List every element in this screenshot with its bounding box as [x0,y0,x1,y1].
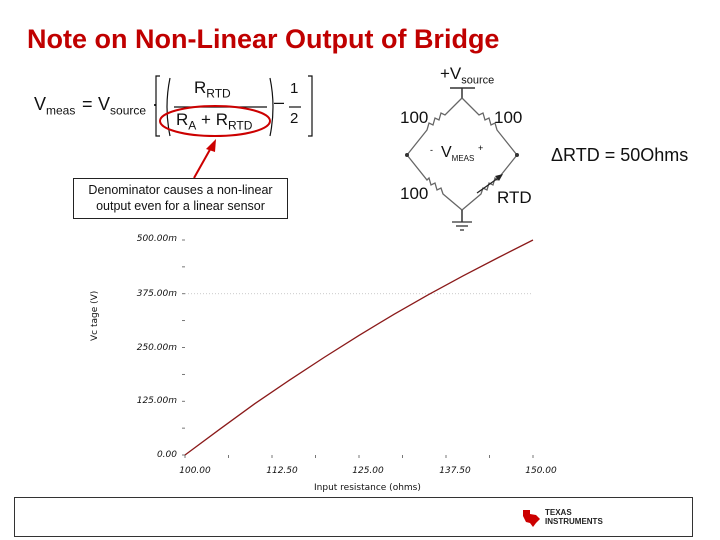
x-tick-label: 125.00 [352,466,384,476]
vmeas-subscript: meas [46,103,76,118]
y-tick-label: 0.00 [156,450,177,460]
bridge-circuit-diagram [405,87,519,231]
numerator-subscript: RTD [206,86,231,101]
numerator-letter: R [194,78,207,97]
supply-label-subscript: source [461,74,495,87]
resistor-top-left-label: 100 [400,108,429,127]
chart-plot-area [182,239,534,458]
callout-line-2: output even for a linear sensor [96,199,265,213]
supply-label-prefix: +V [440,64,462,83]
delta-rtd-label: ΔRTD = 50Ohms [551,145,689,165]
vmeas-minus: - [430,145,433,155]
x-tick-label: 112.50 [266,466,298,476]
texas-state-icon [523,510,540,527]
y-tick-label: 375.00m [136,289,177,299]
vsource-letter: V [98,94,111,114]
vmeas-subscript-circuit: MEAS [451,154,475,164]
callout-box: Denominator causes a non-linear output e… [73,178,288,219]
x-tick-label: 100.00 [179,466,211,476]
y-tick-label: 125.00m [136,396,177,406]
y-axis-label: Vc tage (V) [90,290,100,341]
slide-title: Note on Non-Linear Output of Bridge [27,24,500,54]
footer-bar [14,497,693,537]
numerator: RRTD [194,78,231,100]
denominator-plus: + [201,110,211,129]
callout-arrow [193,139,216,179]
denominator-ra-letter: R [176,110,189,129]
texas-instruments-logo: Texas Instruments [520,506,603,528]
half-numerator: 1 [290,80,299,97]
denominator-rrtd-subscript: RTD [227,118,253,133]
x-tick-label: 137.50 [439,466,471,476]
x-tick-label: 150.00 [525,466,557,476]
vmeas-letter-circuit: V [441,144,452,161]
y-tick-label: 500.00m [136,234,177,244]
denominator-ra-subscript: A [188,118,197,133]
equals-sign: = [82,94,93,114]
callout-line-1: Denominator causes a non-linear [88,183,273,197]
series-line [184,239,534,456]
x-axis-label: Input resistance (ohms) [314,483,421,493]
multiply-dot: · [152,94,158,114]
resistor-top-right [461,97,518,156]
rtd-label: RTD [497,188,532,207]
rtd-variable-arrow [476,175,502,194]
logo-line-2: Instruments [545,517,603,526]
vmeas-label: VMEAS [441,144,474,163]
half-denominator: 2 [290,110,299,127]
resistor-bottom-left [406,154,463,211]
vmeas-plus: + [478,143,484,153]
vsource-subscript: source [110,103,147,118]
denominator-highlight-ellipse [159,105,271,137]
supply-label: +Vsource [440,64,494,86]
vmeas-letter: V [34,94,47,114]
denominator-rrtd-letter: R [215,110,228,129]
minus-sign: – [274,92,285,112]
resistor-top-right-label: 100 [494,108,523,127]
denominator: RA + RRTD [176,110,252,132]
y-tick-label: 250.00m [136,343,177,353]
vmeas-term: Vmeas [34,94,75,118]
logo-line-1: Texas [545,508,572,517]
vsource-term: Vsource [98,94,146,118]
resistor-bottom-left-label: 100 [400,184,429,203]
resistor-top-left [406,97,463,156]
